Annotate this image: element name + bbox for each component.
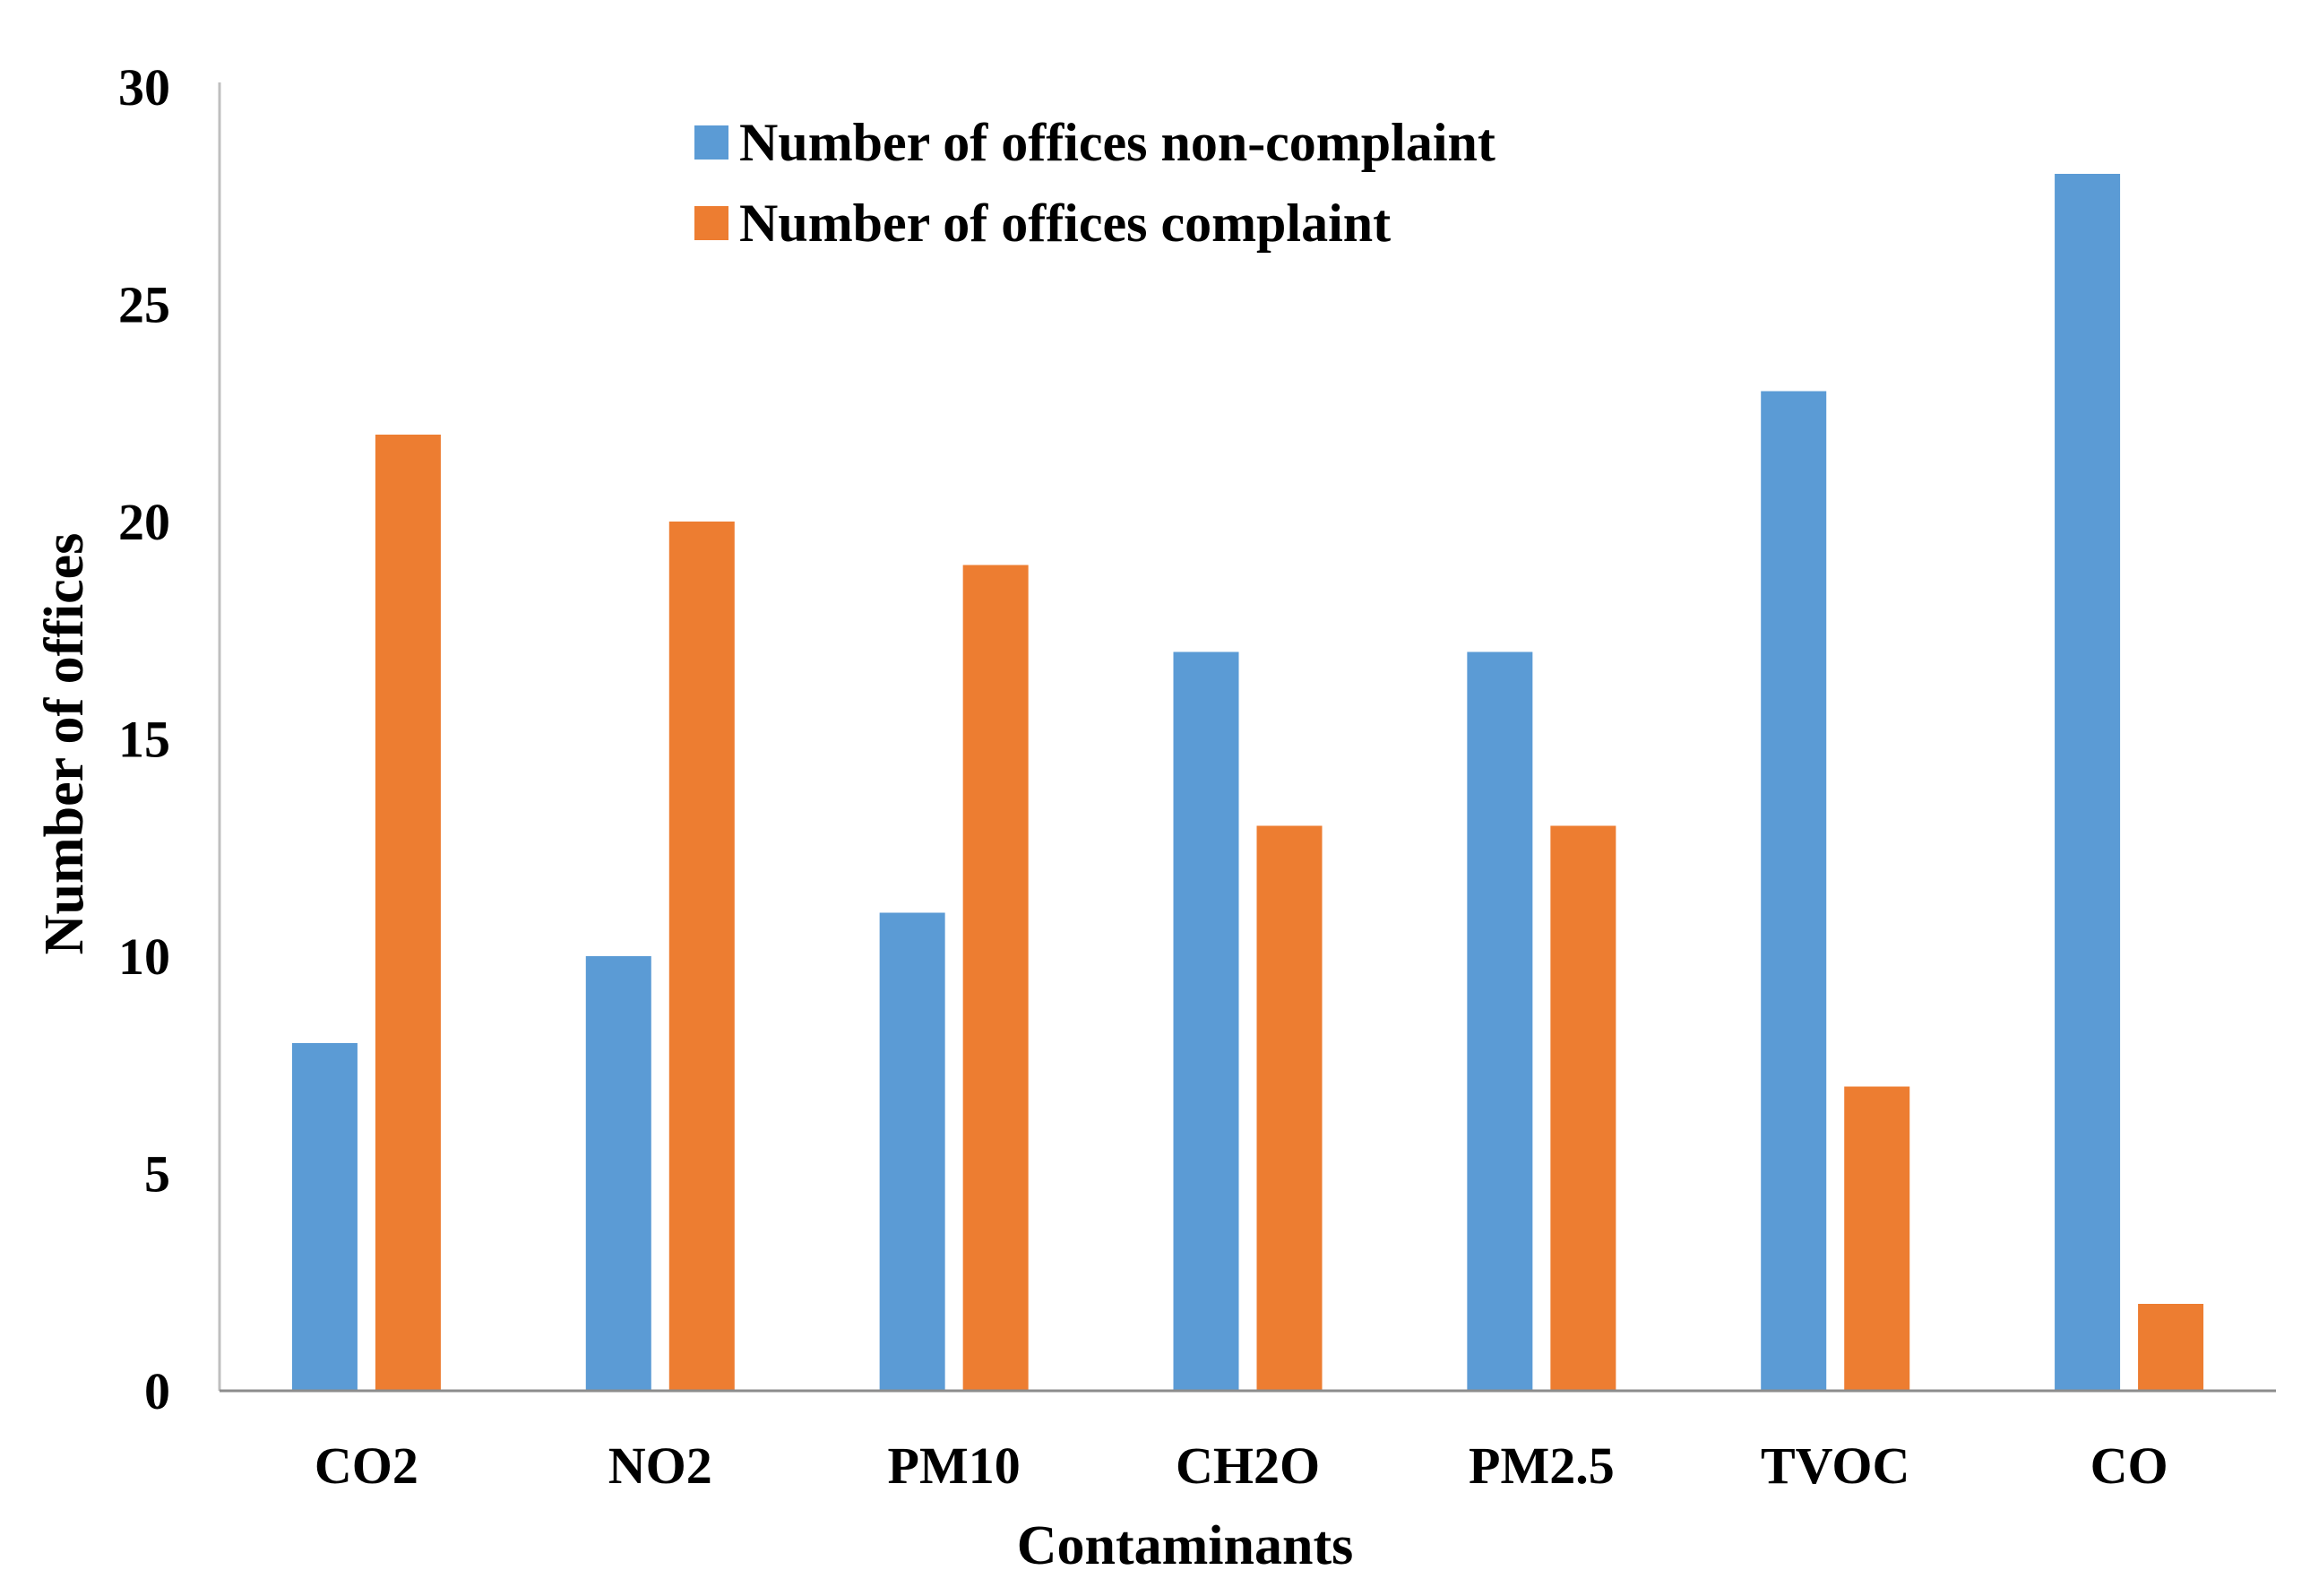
x-tick-label: CO2 [315,1436,418,1495]
y-tick-label: 10 [118,927,170,986]
bar-complaint-tvoc [1844,1086,1910,1391]
bar-complaint-co2 [375,435,441,1391]
x-tick-label: PM10 [888,1436,1021,1495]
y-tick-label: 15 [118,711,170,769]
x-axis-ticks: CO2 NO2 PM10 CH2O PM2.5 TVOC CO [315,1436,2168,1495]
y-axis-title: Number of offices [34,533,95,955]
legend: Number of offices non-complaint Number of… [694,113,1495,253]
legend-swatch-non-complaint [694,125,728,160]
bar-complaint-co [2138,1304,2204,1391]
x-tick-label: NO2 [608,1436,712,1495]
y-tick-label: 25 [118,276,170,334]
bar-non-complaint-no2 [585,956,651,1391]
bar-non-complaint-pm2-5 [1467,651,1533,1391]
bars-group [291,174,2204,1391]
x-tick-label: CH2O [1176,1436,1320,1495]
y-tick-label: 30 [118,58,170,116]
legend-swatch-complaint [694,206,728,240]
x-axis-title: Contaminants [1017,1515,1354,1576]
y-tick-label: 5 [144,1145,170,1203]
bar-complaint-ch2o [1256,825,1323,1391]
bar-complaint-no2 [668,522,735,1391]
y-tick-label: 20 [118,493,170,551]
x-tick-label: CO [2090,1436,2168,1495]
legend-label-complaint: Number of offices complaint [739,194,1391,253]
bar-complaint-pm10 [962,565,1029,1391]
bar-non-complaint-pm10 [879,912,945,1391]
bar-non-complaint-ch2o [1173,651,1239,1391]
bar-non-complaint-tvoc [1761,391,1827,1391]
y-tick-label: 0 [144,1362,170,1420]
x-tick-label: PM2.5 [1469,1436,1615,1495]
x-tick-label: TVOC [1761,1436,1909,1495]
legend-label-non-complaint: Number of offices non-complaint [739,113,1495,172]
y-axis-ticks: 0 5 10 15 20 25 30 [118,58,170,1420]
bar-complaint-pm2-5 [1550,825,1616,1391]
bar-non-complaint-co [2055,174,2121,1391]
bar-non-complaint-co2 [291,1043,358,1391]
